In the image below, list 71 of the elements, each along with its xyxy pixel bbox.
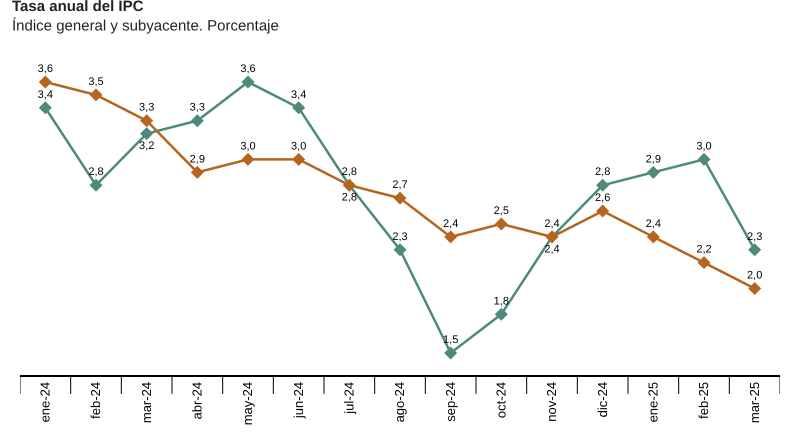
point: [444, 230, 458, 244]
point: [698, 152, 710, 166]
point: [242, 152, 254, 166]
data-label: 2,5: [494, 204, 509, 217]
point: [698, 256, 710, 270]
data-label: 1,8: [494, 295, 509, 308]
data-label: 3,3: [139, 102, 154, 114]
x-tick-label: feb-25: [696, 382, 712, 419]
data-label: 3,0: [291, 140, 306, 152]
point: [140, 114, 154, 128]
data-label: 3,5: [88, 76, 104, 88]
point: [646, 230, 660, 244]
point: [242, 76, 254, 88]
x-tick-label: feb-24: [88, 382, 104, 419]
x-tick-label: mar-25: [746, 382, 762, 424]
data-label: 2,8: [342, 192, 357, 204]
data-label: 2,8: [595, 166, 610, 178]
data-label: 2,9: [646, 153, 661, 166]
x-tick-label: jun-24: [290, 382, 306, 420]
data-label: 2,6: [595, 192, 610, 204]
data-label: 3,3: [190, 102, 205, 114]
data-label: 2,4: [544, 243, 560, 256]
point: [90, 178, 102, 192]
point: [394, 243, 406, 256]
data-label: 3,0: [240, 140, 256, 152]
data-label: 2,9: [190, 153, 205, 166]
point: [292, 101, 306, 114]
point: [140, 127, 154, 140]
point: [596, 204, 610, 218]
data-label: 3,2: [139, 140, 154, 152]
point: [494, 308, 508, 321]
data-label: 2,3: [392, 230, 408, 243]
point: [444, 346, 458, 360]
chart-title: Tasa anual del IPC: [12, 0, 144, 16]
data-label: 2,2: [696, 244, 712, 256]
point: [394, 192, 406, 205]
data-label: 3,4: [38, 88, 53, 101]
point: [596, 178, 610, 192]
point: [494, 217, 508, 230]
data-label: 3,4: [291, 88, 306, 101]
point: [190, 114, 204, 128]
data-label: 2,8: [88, 166, 104, 178]
point: [38, 101, 52, 114]
x-tick-label: mar-24: [138, 382, 154, 424]
data-label: 2,0: [747, 269, 762, 282]
data-label: 2,7: [392, 179, 408, 192]
point: [646, 166, 660, 179]
data-label: 2,4: [443, 218, 458, 230]
data-label: 2,8: [342, 166, 357, 178]
x-tick-label: may-24: [240, 382, 256, 426]
x-tick-label: ene-24: [38, 382, 53, 422]
x-tick-label: nov-24: [544, 382, 560, 422]
x-tick-label: abr-24: [190, 382, 205, 420]
x-tick-label: ago-24: [392, 382, 408, 422]
x-tick-label: oct-24: [494, 382, 509, 418]
x-tick-label: dic-24: [594, 382, 610, 418]
chart-subtitle: Índice general y subyacente. Porcentaje: [12, 16, 279, 35]
data-label: 2,4: [646, 218, 661, 230]
x-tick-label: ene-25: [646, 382, 661, 422]
point: [748, 243, 762, 256]
data-label: 3,6: [240, 63, 256, 75]
data-label: 3,0: [696, 140, 712, 152]
point: [748, 282, 762, 295]
x-tick-label: jul-24: [342, 382, 357, 415]
point: [38, 76, 52, 88]
point: [190, 166, 204, 179]
data-label: 3,6: [38, 63, 53, 75]
x-tick-label: sep-24: [442, 382, 458, 422]
point: [292, 152, 306, 166]
point: [90, 88, 102, 102]
data-label: 2,4: [544, 218, 560, 230]
